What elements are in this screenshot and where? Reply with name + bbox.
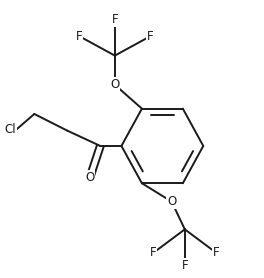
- Text: O: O: [110, 78, 120, 91]
- Text: O: O: [85, 172, 95, 184]
- Text: F: F: [213, 247, 220, 259]
- Text: F: F: [76, 30, 83, 43]
- Text: Cl: Cl: [4, 123, 16, 136]
- Text: F: F: [150, 247, 157, 259]
- Text: F: F: [111, 13, 118, 26]
- Text: F: F: [181, 259, 188, 272]
- Text: O: O: [167, 195, 176, 208]
- Text: F: F: [147, 30, 154, 43]
